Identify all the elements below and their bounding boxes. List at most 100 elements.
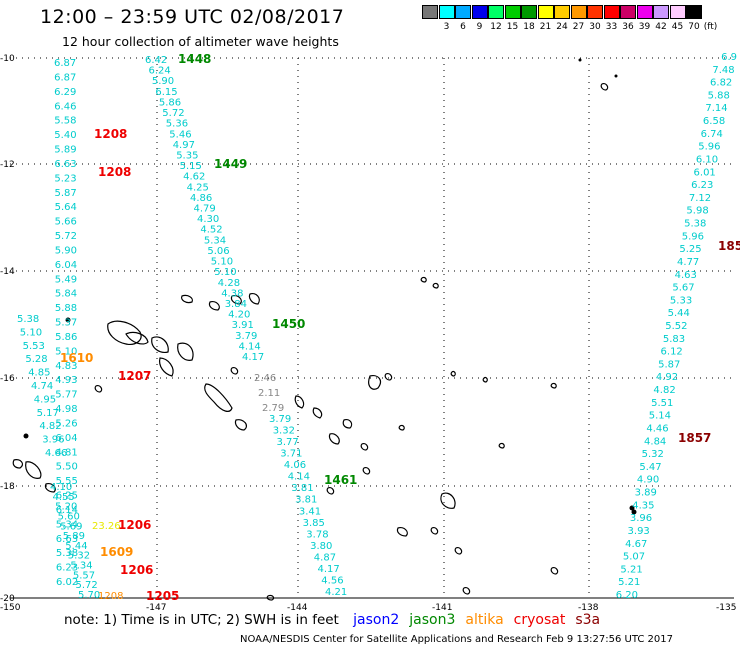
legend-swatch — [653, 5, 669, 19]
wave-height-value: 6.10 — [696, 155, 718, 166]
wave-height-value: 3.85 — [303, 518, 325, 529]
pass-time: 1450 — [272, 317, 305, 331]
pass-time: 1207 — [118, 369, 151, 383]
legend-label: 42 — [655, 22, 667, 32]
legend-swatch — [471, 5, 488, 19]
wave-height-value: 3.93 — [628, 526, 650, 537]
lon-label: -147 — [146, 603, 166, 613]
legend-swatch — [686, 5, 702, 19]
wave-height-value: 5.36 — [166, 119, 188, 130]
wave-height-value: 5.51 — [651, 398, 673, 409]
legend-swatch — [636, 5, 653, 19]
wave-height-value: 5.55 — [56, 476, 78, 487]
wave-height-labels: 6.876.876.296.465.585.405.896.635.235.87… — [17, 52, 737, 602]
legend-swatch — [488, 5, 504, 19]
island — [230, 367, 239, 375]
wave-height-value: 6.63 — [56, 534, 78, 545]
island — [44, 483, 56, 493]
island — [450, 370, 456, 377]
legend-label: 39 — [638, 22, 651, 32]
island-outlines — [12, 83, 609, 601]
wave-height-value: 3.96 — [42, 435, 64, 446]
wave-height-value: 4.98 — [55, 404, 77, 415]
wave-height-value: 4.10 — [50, 482, 72, 493]
island — [360, 443, 369, 451]
note-text: note: 1) Time is in UTC; 2) SWH is in fe… — [64, 612, 339, 628]
satellite-legend: jason2 jason3 altika cryosat s3a — [343, 612, 600, 628]
wave-height-value: 5.40 — [54, 130, 76, 141]
legend-swatch — [620, 5, 636, 19]
wave-height-value: 4.92 — [656, 372, 678, 383]
legend-swatch — [603, 5, 620, 19]
wave-height-value: 5.98 — [686, 206, 708, 217]
wave-height-value: 5.47 — [639, 462, 661, 473]
wave-height-value: 2.11 — [258, 388, 280, 399]
wave-height-value: 4.74 — [31, 381, 53, 392]
satellite-name: altika — [465, 612, 504, 628]
island — [312, 407, 323, 419]
satellite-name: s3a — [575, 612, 601, 628]
island — [94, 385, 103, 393]
wave-height-value: 5.72 — [76, 580, 98, 591]
wave-height-value: 5.32 — [68, 551, 90, 562]
wave-height-value: 6.29 — [54, 87, 76, 98]
island — [326, 487, 335, 495]
wave-height-value: 4.79 — [194, 204, 216, 215]
legend-label: 21 — [539, 22, 552, 32]
wave-height-value: 6.01 — [694, 167, 716, 178]
island — [398, 424, 405, 431]
island — [230, 295, 242, 305]
lat-label: -14 — [0, 267, 15, 277]
legend-label: 70 — [688, 22, 700, 32]
pass-time: 1205 — [146, 589, 179, 603]
pass-time: 1609 — [100, 545, 133, 559]
wave-height-value: 4.85 — [28, 368, 50, 379]
lat-label: -10 — [0, 54, 15, 64]
legend-label: 12 — [490, 22, 502, 32]
wave-height-value: 5.46 — [169, 129, 191, 140]
wave-height-value: 5.50 — [56, 462, 78, 473]
wave-height-value: 4.82 — [653, 385, 675, 396]
wave-height-value: 5.38 — [684, 219, 706, 230]
island — [430, 527, 439, 535]
wave-height-value: 4.06 — [284, 460, 306, 471]
wave-height-value: 3.81 — [295, 495, 317, 506]
wave-height-value: 4.93 — [55, 375, 77, 386]
wave-height-value: 6.23 — [691, 180, 713, 191]
wave-height-value: 6.25 — [56, 491, 78, 502]
island — [328, 433, 340, 445]
island — [208, 301, 220, 311]
wave-height-value: 5.14 — [649, 411, 671, 422]
wave-height-value: 4.77 — [677, 257, 699, 268]
wave-height-value: 5.37 — [55, 318, 77, 329]
wave-height-value: 5.90 — [55, 245, 77, 256]
island — [181, 294, 193, 304]
wave-height-value: 4.14 — [239, 341, 261, 352]
island — [384, 373, 393, 381]
wave-height-value: 5.57 — [73, 570, 95, 581]
wave-height-value: 4.21 — [325, 587, 347, 598]
legend-swatch — [455, 5, 471, 19]
pass-time: 1206 — [120, 563, 153, 577]
island — [550, 567, 559, 575]
wave-height-value: 3.71 — [280, 449, 302, 460]
wave-height-value: 4.63 — [675, 270, 697, 281]
wave-height-value: 3.32 — [273, 426, 295, 437]
wave-height-value: 5.58 — [54, 116, 76, 127]
pass-time: 1449 — [214, 157, 247, 171]
island — [234, 419, 248, 431]
wave-height-value: 5.10 — [55, 346, 77, 357]
wave-height-value: 4.67 — [625, 539, 647, 550]
legend-swatch — [669, 5, 686, 19]
island — [440, 492, 456, 509]
pass-time: 1208 — [98, 165, 131, 179]
wave-height-value: 5.44 — [668, 308, 690, 319]
wave-height-value: 5.34 — [204, 235, 226, 246]
legend-swatch — [570, 5, 587, 19]
wave-height-value: 4.87 — [314, 552, 336, 563]
island — [454, 547, 463, 555]
wave-height-value: 6.42 — [145, 55, 167, 66]
wave-height-value: 5.64 — [55, 202, 77, 213]
wave-height-value: 3.96 — [630, 513, 652, 524]
chart-title: 12:00 – 23:59 UTC 02/08/2017 — [40, 6, 345, 28]
